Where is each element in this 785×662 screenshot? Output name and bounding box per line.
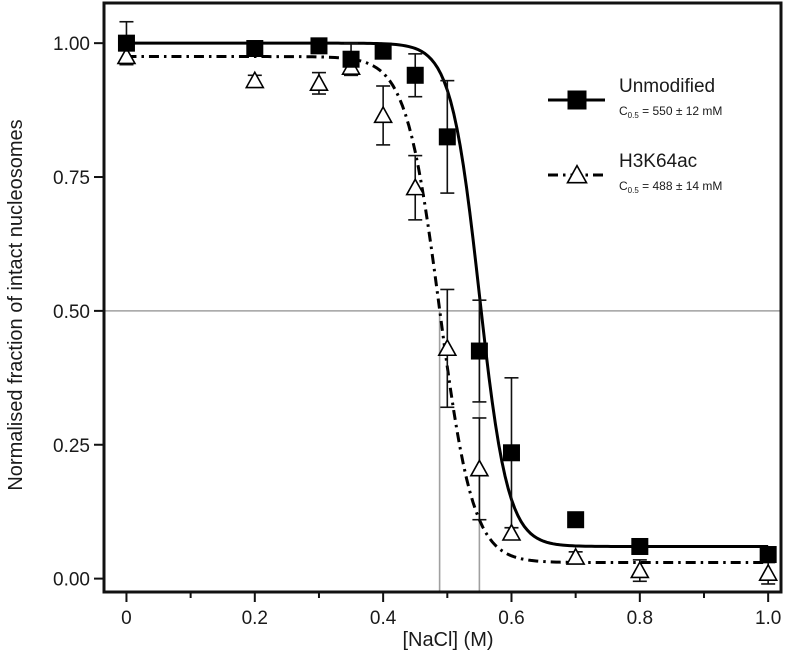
y-tick-label: 0.75 <box>53 168 90 189</box>
c05-prefix: C <box>619 104 628 118</box>
data-point-h3k64ac <box>309 73 329 91</box>
data-point-h3k64ac <box>405 177 426 196</box>
y-axis-label: Normalised fraction of intact nucleosome… <box>5 119 27 490</box>
legend-marker-h3k64ac <box>566 163 588 184</box>
data-point-h3k64ac <box>629 560 650 579</box>
data-point-unmodified <box>310 37 328 55</box>
legend-c05: C0.5 = 550 ± 12 mM <box>619 104 722 120</box>
x-tick-label: 1.0 <box>755 608 781 629</box>
data-point-unmodified <box>759 546 777 564</box>
c05-subscript: 0.5 <box>628 186 640 195</box>
data-point-h3k64ac <box>758 563 779 581</box>
data-point-h3k64ac <box>501 523 522 541</box>
data-point-h3k64ac <box>244 70 265 89</box>
data-point-unmodified <box>438 128 456 146</box>
x-tick-label: 0.8 <box>627 608 653 629</box>
data-markers <box>116 34 779 581</box>
data-point-unmodified <box>117 34 135 52</box>
data-point-unmodified <box>246 40 264 58</box>
c05-value: = 488 ± 14 mM <box>639 179 723 193</box>
c05-value: = 550 ± 12 mM <box>639 104 723 118</box>
y-tick-label: 0.50 <box>53 302 90 323</box>
x-tick-label: 0.4 <box>370 608 397 629</box>
legend-c05: C0.5 = 488 ± 14 mM <box>619 179 722 195</box>
c05-subscript: 0.5 <box>628 111 640 120</box>
c05-prefix: C <box>619 179 628 193</box>
data-point-unmodified <box>374 42 392 60</box>
x-tick-label: 0.6 <box>498 608 524 629</box>
x-axis-label: [NaCl] (M) <box>402 629 493 651</box>
y-tick-label: 1.00 <box>53 34 90 55</box>
plot-frame <box>102 1 783 594</box>
data-point-unmodified <box>502 444 520 462</box>
data-point-unmodified <box>567 511 585 529</box>
data-point-unmodified <box>470 342 488 360</box>
y-tick-label: 0.25 <box>53 436 90 457</box>
data-point-h3k64ac <box>565 547 586 565</box>
x-tick-label: 0 <box>121 608 132 629</box>
legend-marker-unmodified <box>567 90 587 110</box>
data-point-unmodified <box>406 66 424 84</box>
legend-label: Unmodified <box>619 76 715 97</box>
y-tick-label: 0.00 <box>53 570 90 591</box>
data-point-h3k64ac <box>469 458 490 477</box>
data-point-unmodified <box>342 50 360 68</box>
legend-label: H3K64ac <box>619 151 697 172</box>
axes: 0 0.2 0.4 0.6 0.8 1.0 0.00 0.25 0.50 0.75 1.00 <box>53 1 783 629</box>
data-point-h3k64ac <box>373 105 393 124</box>
data-point-h3k64ac <box>437 338 458 357</box>
data-point-unmodified <box>631 537 649 555</box>
x-tick-label: 0.2 <box>242 608 268 629</box>
data-point-h3k64ac <box>116 46 137 65</box>
